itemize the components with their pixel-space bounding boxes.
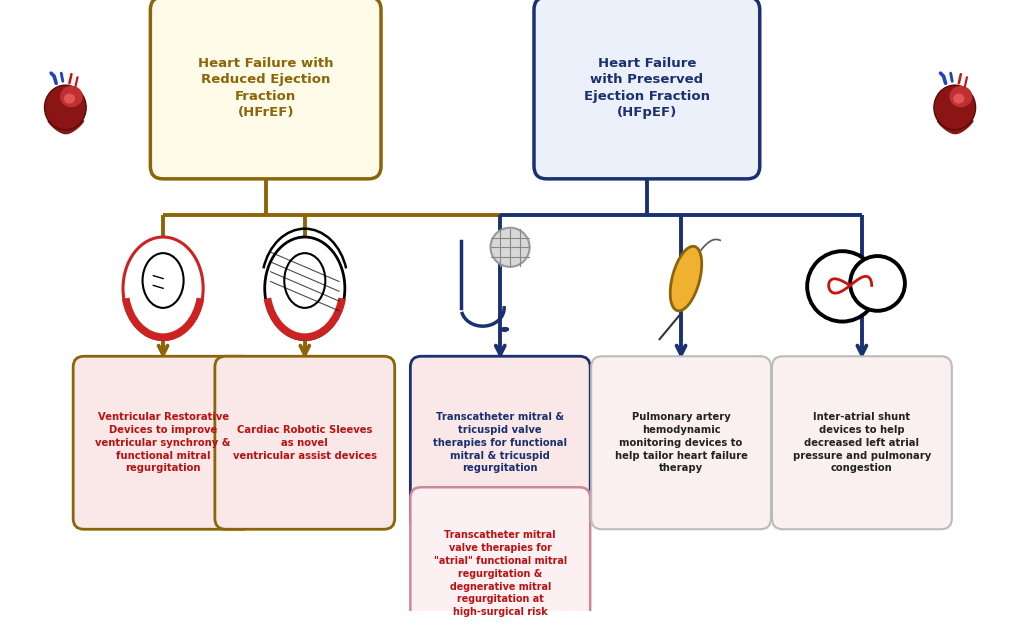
Ellipse shape (123, 237, 203, 339)
Text: Transcatheter mitral
valve therapies for
"atrial" functional mitral
regurgitatio: Transcatheter mitral valve therapies for… (433, 531, 567, 617)
Circle shape (807, 251, 878, 321)
FancyBboxPatch shape (73, 356, 253, 529)
FancyBboxPatch shape (772, 356, 952, 529)
Text: Inter-atrial shunt
devices to help
decreased left atrial
pressure and pulmonary
: Inter-atrial shunt devices to help decre… (793, 412, 931, 473)
Text: Pulmonary artery
hemodynamic
monitoring devices to
help tailor heart failure
the: Pulmonary artery hemodynamic monitoring … (614, 412, 748, 473)
Ellipse shape (60, 86, 83, 107)
Ellipse shape (670, 246, 701, 311)
Text: Ventricular Restorative
Devices to improve
ventricular synchrony &
functional mi: Ventricular Restorative Devices to impro… (95, 412, 230, 473)
Ellipse shape (934, 85, 976, 130)
Ellipse shape (265, 237, 345, 339)
FancyBboxPatch shape (591, 356, 771, 529)
Text: Heart Failure
with Preserved
Ejection Fraction
(HFpEF): Heart Failure with Preserved Ejection Fr… (584, 57, 710, 119)
FancyBboxPatch shape (411, 488, 590, 625)
Ellipse shape (63, 94, 75, 104)
Ellipse shape (285, 253, 326, 308)
Circle shape (850, 256, 905, 311)
Ellipse shape (142, 253, 183, 308)
FancyBboxPatch shape (411, 356, 590, 529)
FancyBboxPatch shape (151, 0, 381, 179)
Text: Heart Failure with
Reduced Ejection
Fraction
(HFrEF): Heart Failure with Reduced Ejection Frac… (198, 57, 334, 119)
Ellipse shape (949, 86, 972, 107)
Ellipse shape (953, 94, 965, 104)
Circle shape (490, 228, 529, 267)
FancyBboxPatch shape (215, 356, 394, 529)
Text: Cardiac Robotic Sleeves
as novel
ventricular assist devices: Cardiac Robotic Sleeves as novel ventric… (232, 425, 377, 461)
FancyBboxPatch shape (534, 0, 760, 179)
Ellipse shape (44, 85, 86, 130)
Text: Transcatheter mitral &
tricuspid valve
therapies for functional
mitral & tricusp: Transcatheter mitral & tricuspid valve t… (433, 412, 567, 473)
